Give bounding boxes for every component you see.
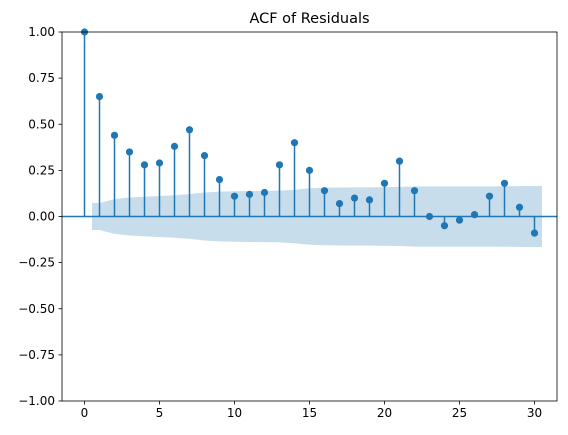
x-tick-label: 10 (227, 406, 242, 420)
acf-point-25 (455, 216, 464, 224)
acf-point-27 (485, 192, 494, 200)
acf-point-10 (230, 192, 239, 200)
x-tick-label: 0 (81, 406, 89, 420)
acf-point-19 (365, 196, 374, 204)
x-tick-label: 5 (156, 406, 164, 420)
y-tick-label: 1.00 (28, 25, 55, 39)
chart-title: ACF of Residuals (249, 11, 369, 27)
acf-point-14 (290, 139, 299, 147)
acf-point-7 (185, 126, 194, 134)
acf-point-12 (260, 188, 269, 197)
acf-point-3 (125, 148, 134, 156)
acf-point-26 (470, 211, 479, 219)
x-tick-label: 25 (452, 406, 467, 420)
acf-point-13 (275, 161, 284, 169)
acf-point-16 (320, 187, 329, 195)
y-tick-label: −0.75 (18, 348, 55, 362)
y-tick-label: −1.00 (18, 394, 55, 408)
acf-point-21 (395, 157, 404, 165)
acf-point-28 (500, 179, 509, 187)
acf-point-18 (350, 194, 359, 202)
acf-point-15 (305, 166, 314, 174)
acf-point-9 (215, 176, 224, 184)
stem-layer (80, 28, 539, 237)
acf-point-23 (425, 212, 434, 221)
y-axis-ticks: −1.00 −0.75 −0.50 −0.25 0.00 0.25 0.50 0.75 1.00 (18, 25, 62, 408)
y-tick-label: −0.25 (18, 256, 55, 270)
acf-point-1 (95, 92, 104, 101)
acf-point-30 (530, 229, 539, 237)
y-tick-label: 0.25 (28, 163, 55, 177)
x-tick-label: 15 (302, 406, 317, 420)
x-axis-ticks: 0 5 10 15 20 25 30 (81, 401, 542, 420)
acf-point-4 (140, 161, 149, 169)
acf-point-8 (200, 152, 209, 160)
acf-point-29 (515, 203, 524, 211)
acf-point-2 (110, 131, 119, 139)
acf-point-11 (245, 190, 254, 198)
y-tick-label: −0.50 (18, 302, 55, 316)
acf-point-20 (380, 179, 389, 187)
y-tick-label: 0.50 (28, 117, 55, 131)
acf-point-24 (440, 222, 449, 230)
y-tick-label: 0.75 (28, 71, 55, 85)
x-tick-label: 30 (527, 406, 542, 420)
y-tick-label: 0.00 (28, 210, 55, 224)
acf-point-6 (170, 142, 179, 150)
x-tick-label: 20 (377, 406, 392, 420)
acf-point-17 (335, 199, 344, 208)
acf-point-5 (155, 159, 164, 167)
acf-point-22 (410, 187, 419, 195)
